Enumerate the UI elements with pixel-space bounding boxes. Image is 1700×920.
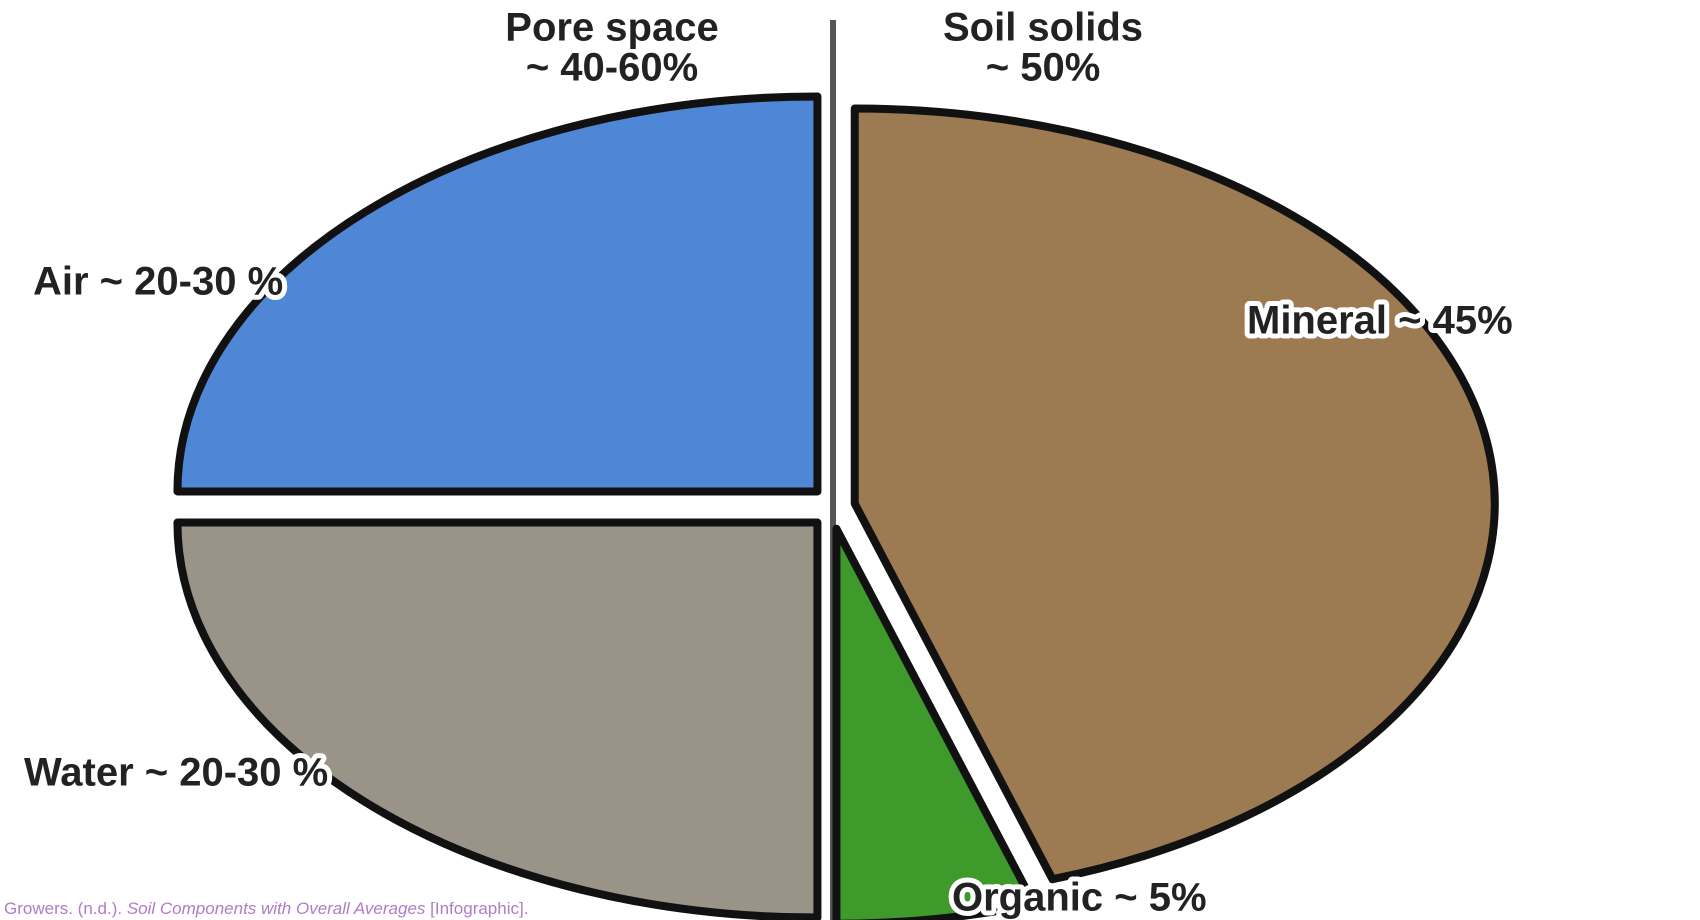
slice — [173, 518, 822, 920]
slice — [832, 524, 1039, 920]
pie — [173, 92, 1499, 920]
slice-label: Water ~ 20-30 % — [24, 751, 328, 795]
slice-label: Air ~ 20-30 % — [33, 260, 283, 304]
slice — [173, 92, 822, 496]
caption-kind: [Infographic]. — [430, 899, 528, 918]
caption-title: Soil Components with Overall Averages — [127, 899, 426, 918]
pore-value: ~ 40-60% — [526, 46, 698, 90]
solids-title: Soil solids — [943, 6, 1143, 50]
pore-title: Pore space — [505, 6, 718, 50]
slice — [850, 104, 1499, 884]
slice-label: Mineral ~ 45% — [1247, 299, 1513, 343]
caption: Growers. (n.d.). Soil Components with Ov… — [4, 899, 528, 918]
caption-author: Growers. (n.d.). — [4, 899, 122, 918]
slice-label: Organic ~ 5% — [952, 876, 1207, 920]
solids-value: ~ 50% — [986, 46, 1101, 90]
